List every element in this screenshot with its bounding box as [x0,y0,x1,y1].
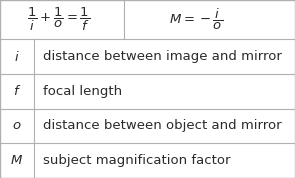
Text: subject magnification factor: subject magnification factor [43,154,230,167]
Text: focal length: focal length [43,85,122,98]
Text: distance between image and mirror: distance between image and mirror [43,50,282,63]
Text: $i$: $i$ [14,49,20,64]
Text: $M$: $M$ [10,154,24,167]
Text: $M = -\dfrac{i}{o}$: $M = -\dfrac{i}{o}$ [169,7,223,32]
Text: distance between object and mirror: distance between object and mirror [43,119,281,132]
Text: $\dfrac{1}{i} + \dfrac{1}{o} = \dfrac{1}{f}$: $\dfrac{1}{i} + \dfrac{1}{o} = \dfrac{1}… [27,6,90,33]
Text: $f$: $f$ [13,84,21,98]
Text: $o$: $o$ [12,119,22,132]
